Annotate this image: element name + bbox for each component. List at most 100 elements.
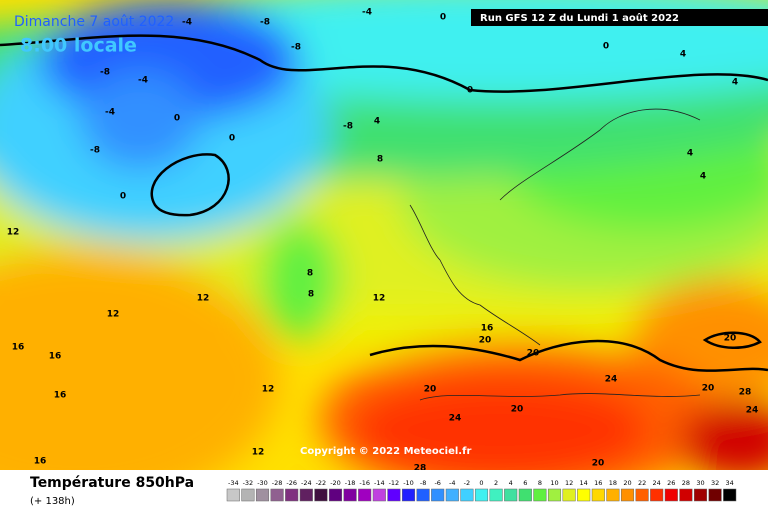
scale-value: 26 [667,479,675,487]
contours [0,34,768,372]
run-info: Run GFS 12 Z du Lundi 1 août 2022 [480,12,679,24]
contour-label: 0 [229,134,235,144]
scale-value: -12 [389,479,400,487]
contour-label: 20 [479,336,492,346]
color-scale: -34 -32 -30 -28 -26 -24 -22 -20 -18 -16 -14 -12 -10-… [226,479,737,502]
scale-swatch [372,488,386,502]
scale-value: -32 [243,479,254,487]
scale-value: -2 [464,479,470,487]
scale-value: 18 [609,479,617,487]
scale-swatch [474,488,489,502]
scale-swatch [328,488,343,502]
contour-label: 12 [262,385,275,395]
scale-value: 6 [523,479,527,487]
contour-label: 4 [374,117,380,127]
copyright: Copyright © 2022 Meteociel.fr [300,446,471,457]
contour-label: 24 [746,406,759,416]
scale-swatch [460,488,474,502]
contour-label: 0 [440,13,446,23]
forecast-date: Dimanche 7 août 2022 [14,14,174,30]
scale-swatch [635,488,649,502]
contour-label: 16 [12,343,25,353]
contour-label: -4 [362,8,372,18]
scale-value: 20 [623,479,631,487]
contour-label: 16 [54,391,67,401]
scale-swatch [620,488,635,502]
scale-value: 0 [479,479,483,487]
scale-value: -30 [257,479,268,487]
contour-label: 12 [7,228,20,238]
contour-label: -4 [105,108,115,118]
scale-swatch [693,488,708,502]
contour-label: 0 [174,114,180,124]
contour-label: 20 [527,349,540,359]
scale-value: 24 [653,479,661,487]
scale-swatch [679,488,693,502]
contour-label: -8 [291,43,301,53]
run-box [471,9,768,26]
contour-label: -8 [90,146,100,156]
contour-label: -8 [260,18,270,28]
contour-label: 24 [449,414,462,424]
contour-label: 8 [308,290,314,300]
scale-value: 12 [565,479,573,487]
scale-value: 8 [538,479,542,487]
scale-swatch [489,488,503,502]
contour-label: 16 [34,457,47,467]
contour-label: 0 [467,86,473,96]
contour-label: -4 [182,18,192,28]
scale-swatch [518,488,532,502]
footer-title: Température 850hPa [30,475,194,491]
scale-value: -16 [359,479,370,487]
scale-swatch [445,488,459,502]
scale-value: 14 [580,479,588,487]
scale-value: 2 [494,479,498,487]
scale-swatch [255,488,270,502]
contour-label: -8 [100,68,110,78]
contour-label: 28 [739,388,752,398]
scale-value: 4 [509,479,513,487]
contour-label: -8 [343,122,353,132]
scale-swatch [401,488,416,502]
scale-swatch [606,488,620,502]
scale-value: -18 [345,479,356,487]
scale-value: 22 [638,479,646,487]
contour-label: 16 [481,324,494,334]
scale-swatch [533,488,547,502]
scale-value: 34 [726,479,734,487]
scale-swatch [504,488,518,502]
scale-swatch [226,488,240,502]
contour-label: 8 [377,155,383,165]
scale-swatch [664,488,678,502]
scale-value: -6 [434,479,440,487]
scale-value: 16 [594,479,602,487]
contour-label: 16 [49,352,62,362]
scale-value: -14 [374,479,385,487]
contour-label: 12 [107,310,120,320]
contour-label: 12 [197,294,210,304]
scale-swatch [577,488,591,502]
scale-value: -26 [286,479,297,487]
scale-value: 32 [711,479,719,487]
contour-label: 20 [424,385,437,395]
scale-value: 10 [550,479,558,487]
scale-swatch [358,488,372,502]
scale-value: -20 [330,479,341,487]
scale-value: 28 [682,479,690,487]
scale-value: -28 [272,479,283,487]
contour-label: 12 [252,448,265,458]
scale-value: -4 [449,479,455,487]
scale-value: -24 [301,479,312,487]
scale-value: -8 [420,479,426,487]
footer-lead: (+ 138h) [30,496,75,507]
forecast-time: 8:00 locale [20,35,137,57]
contour-label: 24 [605,375,618,385]
contour-labels: -4 -8 -4 0 -8 -4 -8 -4 0 -8 0 0 4 8 -8 0 0 4 4 4 4 12 12 12 12 8 8… [7,8,759,474]
contour-label: 0 [603,42,609,52]
contour-label: 4 [687,149,693,159]
contour-label: 4 [732,78,738,88]
scale-swatch [314,488,328,502]
